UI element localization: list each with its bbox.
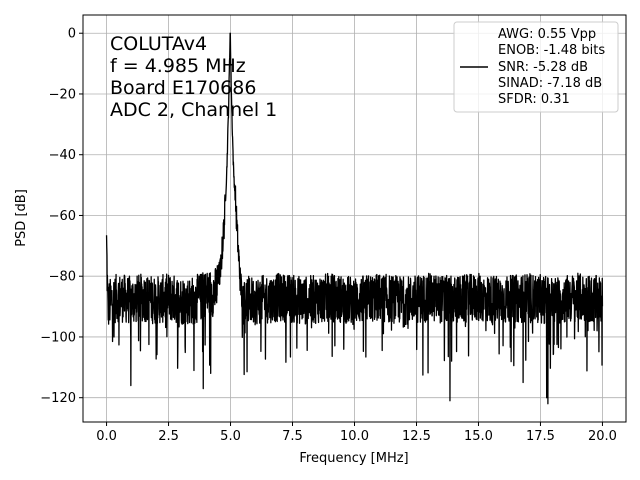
y-axis-label: PSD [dB] xyxy=(14,189,29,247)
y-tick-label: −120 xyxy=(40,391,76,406)
psd-series-line xyxy=(105,32,604,405)
x-tick-label: 12.5 xyxy=(402,429,431,444)
legend-box xyxy=(453,21,619,113)
y-tick-label: −80 xyxy=(49,270,76,285)
y-tick-label: −40 xyxy=(49,148,76,163)
annotation-frequency: f = 4.985 MHz xyxy=(110,55,246,77)
x-tick-label: 2.5 xyxy=(158,429,179,444)
x-axis-ticks: 0.0 2.5 5.0 7.5 10.0 12.5 15.0 17.5 20.0 xyxy=(96,422,617,444)
legend-sinad: SINAD: -7.18 dB xyxy=(498,76,602,91)
y-axis-ticks: 0 −20 −40 −60 −80 −100 −120 xyxy=(40,27,83,406)
legend-awg: AWG: 0.55 Vpp xyxy=(498,27,596,42)
legend: AWG: 0.55 Vpp ENOB: -1.48 bits SNR: -5.2… xyxy=(453,21,619,113)
x-tick-label: 20.0 xyxy=(588,429,617,444)
x-tick-label: 5.0 xyxy=(220,429,241,444)
legend-sfdr: SFDR: 0.31 xyxy=(498,92,570,107)
legend-snr: SNR: -5.28 dB xyxy=(498,60,588,75)
x-tick-label: 17.5 xyxy=(526,429,555,444)
x-tick-label: 15.0 xyxy=(464,429,493,444)
series-layer xyxy=(105,32,604,405)
y-tick-label: −20 xyxy=(49,87,76,102)
x-tick-label: 10.0 xyxy=(340,429,369,444)
annotation-channel: ADC 2, Channel 1 xyxy=(110,99,277,121)
y-tick-label: −60 xyxy=(49,209,76,224)
x-tick-label: 0.0 xyxy=(96,429,117,444)
y-tick-label: −100 xyxy=(40,330,76,345)
x-tick-label: 7.5 xyxy=(282,429,303,444)
x-axis-label: Frequency [MHz] xyxy=(299,451,408,466)
y-tick-label: 0 xyxy=(68,27,76,42)
annotation-board: Board E170686 xyxy=(110,77,256,99)
annotation-block: COLUTAv4 f = 4.985 MHz Board E170686 ADC… xyxy=(110,33,277,121)
legend-enob: ENOB: -1.48 bits xyxy=(498,43,605,58)
annotation-chip: COLUTAv4 xyxy=(110,33,207,55)
